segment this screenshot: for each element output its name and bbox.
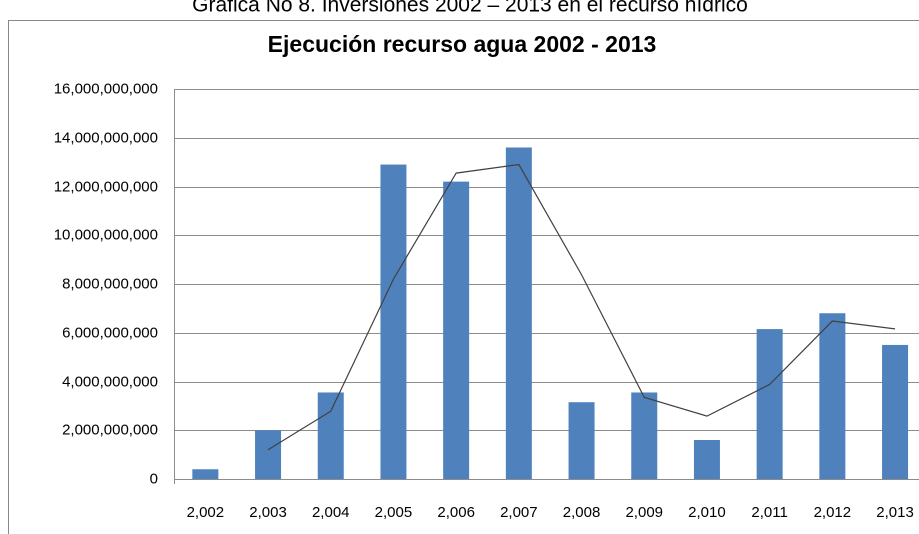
- bar: [631, 392, 658, 479]
- bar: [255, 430, 282, 479]
- x-tick-label: 2,004: [312, 504, 350, 521]
- y-tick-label: 12,000,000,000: [54, 178, 158, 195]
- caption: Gráfica No 8. Inversiones 2002 – 2013 en…: [192, 0, 748, 17]
- bar: [192, 469, 219, 479]
- x-tick-label: 2,006: [437, 504, 475, 521]
- x-tick-label: 2,013: [876, 504, 914, 521]
- bar: [819, 313, 846, 479]
- y-tick-label: 8,000,000,000: [62, 275, 158, 292]
- x-tick-label: 2,005: [375, 504, 413, 521]
- y-tick-label: 4,000,000,000: [62, 373, 158, 390]
- y-tick-label: 10,000,000,000: [54, 226, 158, 243]
- x-tick-label: 2,002: [187, 504, 225, 521]
- x-tick-label: 2,011: [751, 504, 787, 521]
- chart-border: [8, 20, 919, 534]
- x-tick-label: 2,003: [249, 504, 287, 521]
- trend-line: [267, 163, 896, 451]
- y-tick-label: 16,000,000,000: [54, 80, 158, 97]
- y-tick-label: 14,000,000,000: [54, 129, 158, 146]
- bar: [693, 440, 720, 479]
- x-tick-label: 2,012: [814, 504, 852, 521]
- bar: [443, 181, 470, 479]
- bar: [882, 344, 909, 479]
- x-tick-label: 2,010: [688, 504, 726, 521]
- x-tick-label: 2,009: [625, 504, 663, 521]
- y-tick-label: 0: [150, 470, 158, 487]
- bar: [568, 402, 595, 479]
- bar: [317, 392, 344, 479]
- bar: [505, 147, 532, 479]
- bar: [380, 164, 407, 479]
- x-tick-label: 2,008: [563, 504, 601, 521]
- x-tick-label: 2,007: [500, 504, 538, 521]
- chart-title: Ejecución recurso agua 2002 - 2013: [268, 31, 657, 57]
- y-tick-label: 6,000,000,000: [62, 324, 158, 341]
- bar: [756, 329, 783, 479]
- y-tick-label: 2,000,000,000: [62, 421, 158, 438]
